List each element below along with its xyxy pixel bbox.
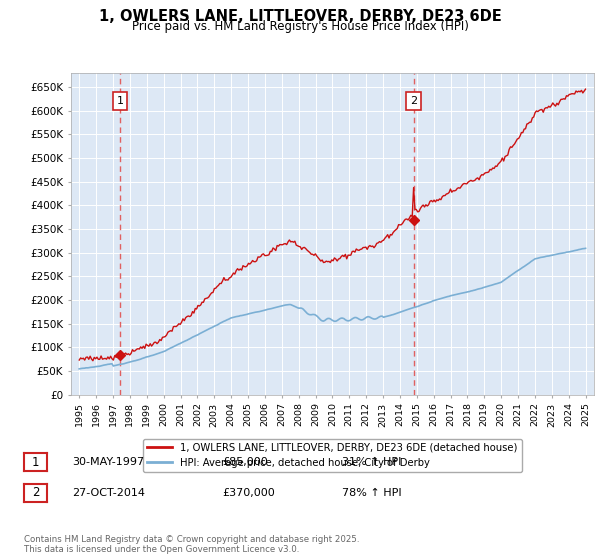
Text: 30-MAY-1997: 30-MAY-1997: [72, 457, 144, 467]
Text: 1, OWLERS LANE, LITTLEOVER, DERBY, DE23 6DE: 1, OWLERS LANE, LITTLEOVER, DERBY, DE23 …: [98, 9, 502, 24]
Text: 78% ↑ HPI: 78% ↑ HPI: [342, 488, 401, 498]
Text: Price paid vs. HM Land Registry's House Price Index (HPI): Price paid vs. HM Land Registry's House …: [131, 20, 469, 33]
Text: £85,000: £85,000: [222, 457, 268, 467]
Text: 1: 1: [116, 96, 124, 106]
Text: 1: 1: [32, 455, 39, 469]
Text: Contains HM Land Registry data © Crown copyright and database right 2025.
This d: Contains HM Land Registry data © Crown c…: [24, 535, 359, 554]
Text: 2: 2: [410, 96, 418, 106]
Legend: 1, OWLERS LANE, LITTLEOVER, DERBY, DE23 6DE (detached house), HPI: Average price: 1, OWLERS LANE, LITTLEOVER, DERBY, DE23 …: [143, 439, 521, 472]
Text: 31% ↑ HPI: 31% ↑ HPI: [342, 457, 401, 467]
Text: 2: 2: [32, 486, 39, 500]
Text: 27-OCT-2014: 27-OCT-2014: [72, 488, 145, 498]
Text: £370,000: £370,000: [222, 488, 275, 498]
